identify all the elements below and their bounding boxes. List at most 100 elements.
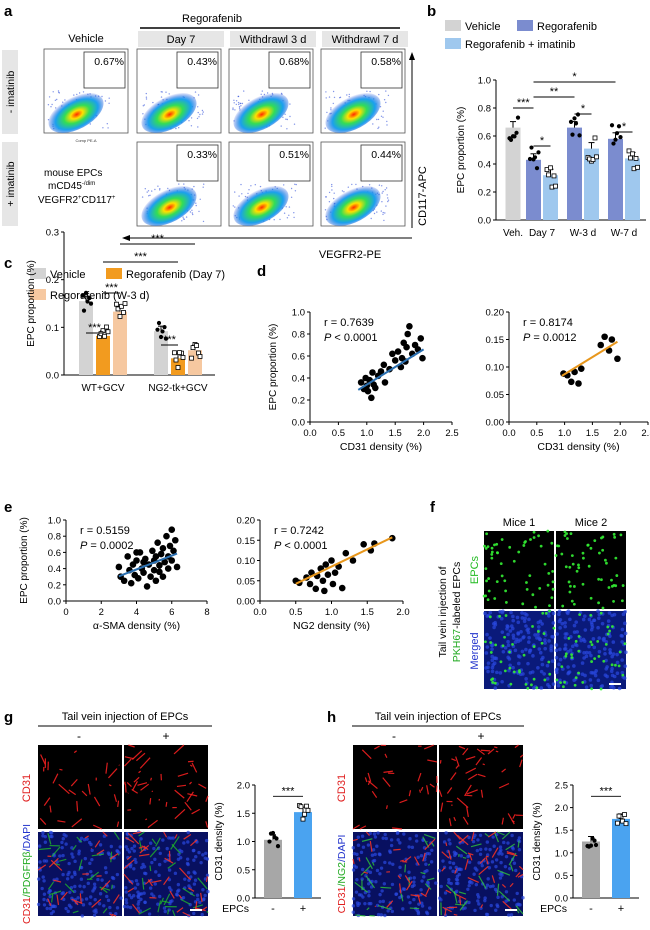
regorafenib-group-header: Regorafenib	[182, 13, 242, 25]
stained-cell	[560, 552, 564, 556]
stained-vessel	[419, 789, 422, 793]
flow-event-dot	[378, 126, 380, 128]
stained-cell	[449, 881, 453, 886]
flow-event-dot	[293, 216, 295, 219]
y-tick-label: 0.20	[237, 516, 256, 527]
stained-cell	[532, 677, 536, 681]
stained-cell	[360, 867, 365, 872]
stained-cell	[114, 911, 118, 916]
f-side-title-2: PKH67-labeled EPCs	[451, 562, 463, 662]
flow-event-dot	[387, 197, 389, 199]
stained-cell	[572, 623, 577, 628]
stained-cell	[37, 844, 42, 848]
scatter-point	[168, 526, 176, 534]
stained-vessel	[361, 838, 373, 842]
stained-cell	[97, 902, 102, 906]
legend-swatch-vehicle	[30, 268, 46, 279]
stained-cell	[541, 611, 545, 615]
stained-cell	[483, 898, 487, 903]
panel-d-scatter-2: 0.000.050.100.150.200.00.51.01.52.02.5CD…	[486, 308, 650, 454]
y-tick-label: 0.05	[237, 576, 256, 587]
stained-cell	[115, 906, 120, 910]
scatter-point	[369, 369, 376, 376]
stained-cell	[556, 680, 560, 685]
stained-cell	[77, 849, 81, 853]
x-axis-label: NG2 density (%)	[293, 620, 370, 632]
flow-event-dot	[377, 118, 380, 121]
stained-cell	[125, 905, 130, 909]
stained-vessel	[137, 782, 148, 786]
y-tick-label: 0.2	[292, 396, 305, 407]
stained-cell	[488, 847, 492, 852]
stained-cell	[619, 633, 624, 638]
flow-event-dot	[376, 118, 378, 121]
stained-vessel	[138, 853, 150, 857]
stained-vessel	[427, 759, 438, 763]
stained-vessel	[132, 781, 138, 791]
stained-vessel	[493, 746, 498, 749]
x-tick-label: Veh.	[503, 228, 523, 239]
stained-cell	[523, 541, 527, 544]
bar	[582, 841, 600, 898]
stained-cell	[551, 570, 555, 573]
stained-cell	[430, 848, 434, 852]
flow-event-dot	[282, 116, 284, 119]
stained-cell	[597, 636, 602, 640]
stained-vessel	[424, 883, 432, 890]
micrograph-frame	[38, 745, 122, 829]
stained-vessel	[174, 808, 186, 820]
stained-vessel	[138, 770, 142, 774]
stained-cell	[537, 534, 540, 538]
gate-percent: 0.68%	[279, 56, 309, 68]
flow-event-dot	[108, 97, 110, 99]
stained-vessel	[170, 836, 180, 850]
y-tick-label: 1.5	[237, 809, 250, 820]
stained-vessel	[497, 869, 511, 876]
stained-cell	[416, 910, 421, 914]
stained-cell	[538, 650, 543, 655]
stained-cell	[572, 678, 576, 683]
stained-cell	[485, 853, 490, 857]
flow-event-dot	[154, 188, 156, 191]
stained-cell	[192, 911, 196, 916]
data-point	[570, 132, 575, 137]
flow-event-dot	[76, 93, 78, 96]
flow-event-dot	[147, 190, 150, 192]
stained-cell	[163, 909, 167, 914]
flow-event-dot	[387, 200, 389, 203]
stained-cell	[196, 897, 200, 902]
stained-cell	[540, 641, 544, 645]
stained-cell	[511, 847, 515, 851]
stained-vessel	[462, 747, 469, 756]
stained-vessel	[501, 817, 504, 825]
stained-vessel	[125, 837, 135, 844]
stained-cell	[68, 890, 72, 894]
stained-cell	[601, 606, 605, 610]
stained-cell	[36, 877, 41, 881]
flow-event-dot	[237, 95, 239, 98]
stained-cell	[408, 837, 412, 841]
stained-cell	[520, 649, 525, 654]
data-point	[551, 173, 557, 179]
panel-f: Mice 1 Mice 2 Tail vein injection of PKH…	[437, 517, 628, 691]
stained-cell	[185, 861, 190, 866]
stained-cell	[108, 905, 112, 910]
stained-cell	[451, 869, 455, 874]
stained-vessel	[355, 914, 366, 917]
stained-cell	[590, 643, 594, 646]
y-tick-label: 0.6	[48, 548, 61, 559]
bar	[543, 175, 558, 220]
data-point	[628, 155, 633, 161]
stained-vessel	[367, 772, 372, 782]
stained-vessel	[174, 789, 185, 799]
flow-event-dot	[141, 196, 144, 198]
stained-cell	[563, 621, 567, 625]
stained-cell	[205, 857, 210, 861]
stained-vessel	[60, 891, 68, 901]
stained-vessel	[138, 840, 143, 852]
significance-label: ***	[282, 785, 296, 797]
stained-vessel	[426, 785, 429, 795]
scatter-point	[377, 368, 385, 375]
stained-cell	[90, 848, 94, 853]
